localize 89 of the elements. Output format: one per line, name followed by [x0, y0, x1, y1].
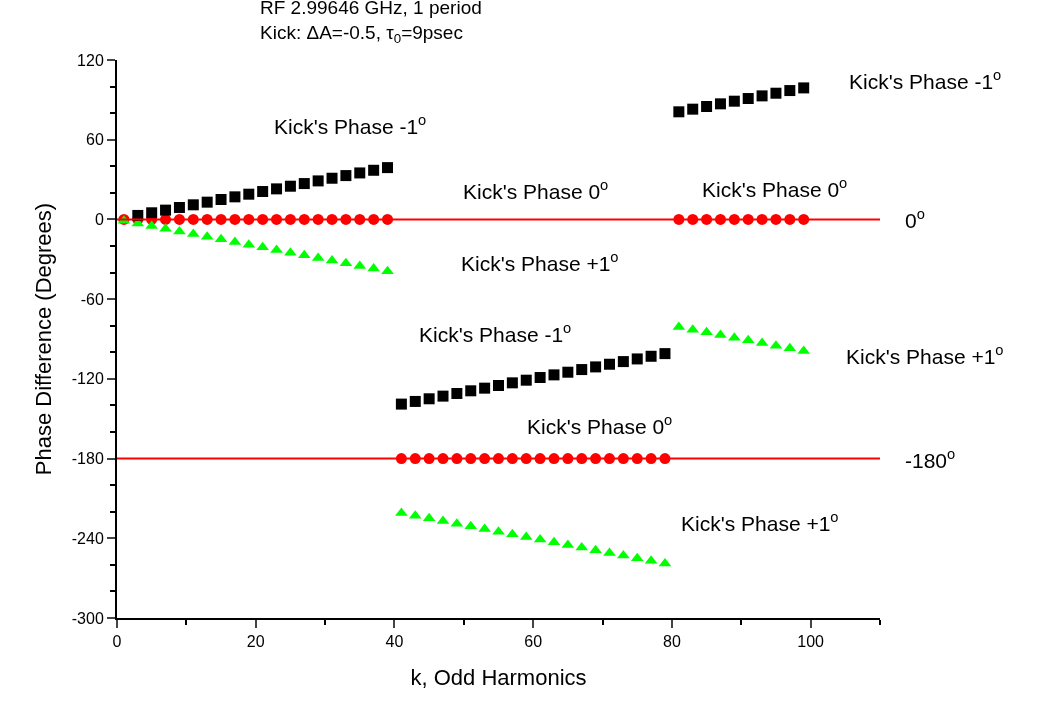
- point: [160, 204, 172, 216]
- point: [422, 512, 436, 522]
- point: [617, 356, 629, 368]
- point: [770, 87, 782, 99]
- point: [437, 390, 449, 402]
- annotation: Kick's Phase 0$^{o}$: [463, 177, 609, 203]
- point: [368, 164, 380, 176]
- ref-line-label: 0$^{o}$: [905, 206, 925, 232]
- point: [297, 249, 311, 259]
- point: [700, 326, 713, 336]
- point: [798, 82, 810, 94]
- point: [187, 199, 199, 211]
- x-axis-title: k, Odd Harmonics: [410, 664, 587, 690]
- y-axis-title: Phase Difference (Degrees): [31, 202, 57, 476]
- point: [298, 178, 310, 190]
- point: [451, 387, 463, 399]
- point: [326, 172, 338, 184]
- point: [464, 520, 478, 530]
- x-tick-label: 40: [385, 633, 404, 651]
- point: [590, 361, 602, 373]
- y-tick-label: -300: [71, 609, 104, 627]
- point: [173, 225, 186, 235]
- point: [520, 374, 532, 386]
- point: [687, 103, 699, 115]
- point: [229, 191, 241, 203]
- point: [701, 101, 713, 112]
- y-tick-label: -60: [80, 290, 104, 308]
- annotation: Kick's Phase 0$^{o}$: [702, 175, 848, 201]
- annotation: Kick's Phase -1$^{o}$: [849, 67, 1002, 93]
- annotation: Kick's Phase 0$^{o}$: [527, 412, 673, 438]
- point: [215, 194, 227, 205]
- point: [243, 188, 255, 200]
- y-tick-label: 120: [77, 51, 104, 69]
- chart-title: RF 2.99646 GHz, 1 period: [260, 0, 482, 18]
- x-tick-label: 0: [112, 633, 122, 651]
- point: [146, 207, 158, 219]
- point: [714, 98, 726, 110]
- point: [783, 342, 797, 352]
- point: [506, 528, 519, 538]
- point: [479, 382, 491, 394]
- y-tick-label: 0: [94, 211, 104, 229]
- point: [173, 201, 185, 213]
- point: [382, 162, 394, 174]
- point: [534, 372, 546, 384]
- point: [756, 90, 768, 102]
- point: [312, 175, 324, 187]
- point: [547, 536, 561, 546]
- point: [256, 241, 270, 251]
- point: [271, 183, 283, 195]
- x-tick-label: 80: [663, 633, 681, 651]
- point: [340, 170, 352, 182]
- x-tick-label: 20: [246, 633, 265, 651]
- point: [742, 93, 754, 105]
- annotation: Kick's Phase -1$^{o}$: [274, 112, 427, 138]
- annotation: Kick's Phase +1$^{o}$: [846, 342, 1004, 368]
- point: [562, 366, 574, 378]
- y-tick-label: -240: [71, 529, 104, 547]
- x-tick-label: 60: [524, 633, 543, 651]
- point: [201, 196, 213, 208]
- point: [728, 95, 740, 107]
- point: [354, 167, 366, 179]
- point: [214, 233, 228, 243]
- point: [506, 377, 518, 389]
- point: [395, 398, 407, 410]
- point: [339, 257, 353, 267]
- y-tick-label: 60: [86, 131, 104, 149]
- point: [284, 180, 296, 192]
- chart-subtitle: Kick: ΔA=-0.5, τ$_{0}$=9psec: [260, 22, 463, 46]
- y-tick-label: -120: [71, 370, 104, 388]
- point: [784, 85, 796, 97]
- point: [465, 385, 477, 397]
- point: [409, 395, 421, 407]
- annotation: Kick's Phase -1$^{o}$: [419, 320, 572, 346]
- point: [645, 350, 657, 362]
- point: [741, 334, 755, 344]
- point: [576, 364, 588, 376]
- annotation: Kick's Phase +1$^{o}$: [681, 509, 839, 535]
- point: [631, 353, 643, 365]
- point: [673, 106, 685, 118]
- annotation: Kick's Phase +1$^{o}$: [461, 249, 619, 275]
- x-tick-label: 100: [797, 633, 825, 651]
- point: [603, 358, 615, 370]
- point: [548, 369, 560, 381]
- ref-line-label: -180$^{o}$: [905, 446, 956, 472]
- point: [257, 186, 269, 198]
- point: [493, 380, 504, 391]
- y-tick-label: -180: [71, 450, 104, 468]
- point: [659, 348, 671, 360]
- point: [423, 393, 435, 405]
